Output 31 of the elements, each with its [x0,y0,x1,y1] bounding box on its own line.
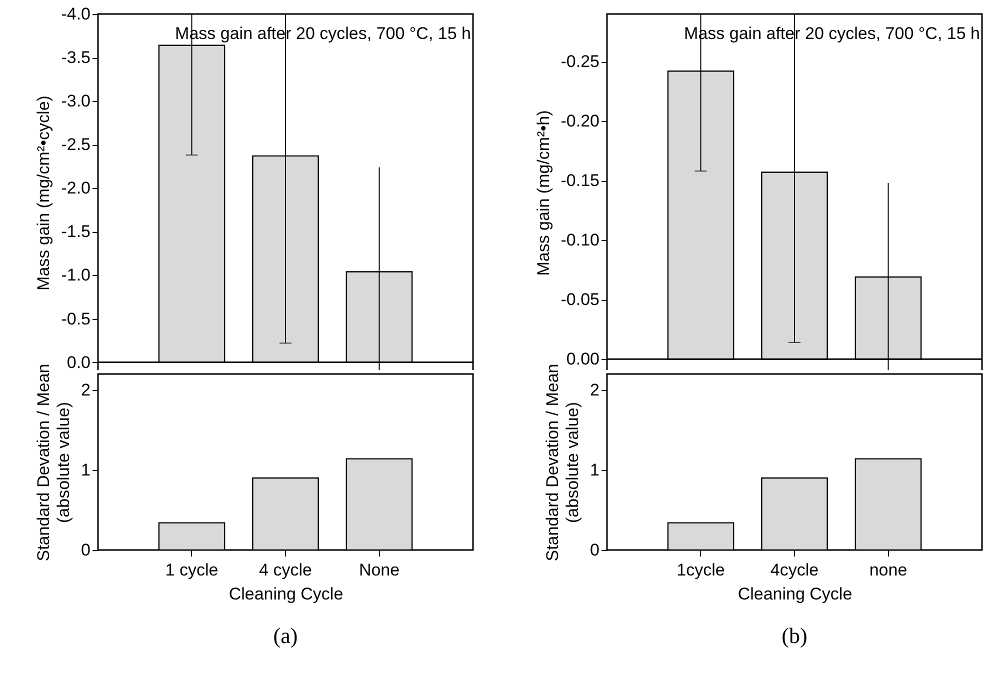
x-tick-label: 4cycle [770,560,819,580]
y-tick-label: -2.5 [61,135,90,154]
x-axis-title: Cleaning Cycle [228,584,344,604]
y-tick-label: -0.05 [560,290,600,310]
y-tick-label: -0.10 [560,230,600,250]
y-tick-label: -0.5 [61,309,90,328]
y-tick-label: 0 [81,540,90,560]
text: (a) [273,623,298,648]
y-tick-label: -3.0 [61,92,90,111]
x-tick-label: 1 cycle [165,560,218,580]
y-tick-label: -0.25 [560,52,600,72]
y-tick-label: 1 [590,460,600,480]
y-tick-label: 0 [590,540,600,560]
x-tick-label: None [358,560,400,580]
y-axis-title: Mass gain (mg/cm²•cycle) [34,96,54,290]
y-tick-label: -4.0 [61,4,90,24]
y-tick-label: -1.5 [61,222,90,242]
x-tick-label: 4 cycle [259,560,312,580]
x-axis-title: Cleaning Cycle [738,584,852,604]
y-tick-label: -0.20 [560,112,600,131]
y-axis-title: Mass gain (mg/cm²•h) [534,110,553,276]
y-tick-label: 1 [81,460,90,480]
y-tick-label: -0.15 [560,171,600,190]
y-tick-label: 2 [590,380,600,400]
x-tick-label: none [869,560,908,580]
y-tick-label: -2.0 [61,178,90,198]
y-tick-label: -1.0 [61,266,90,285]
text: (b) [782,623,808,648]
y-tick-label: -3.5 [61,48,90,68]
x-tick-label: 1cycle [676,560,725,580]
y-tick-label: 2 [81,380,90,400]
